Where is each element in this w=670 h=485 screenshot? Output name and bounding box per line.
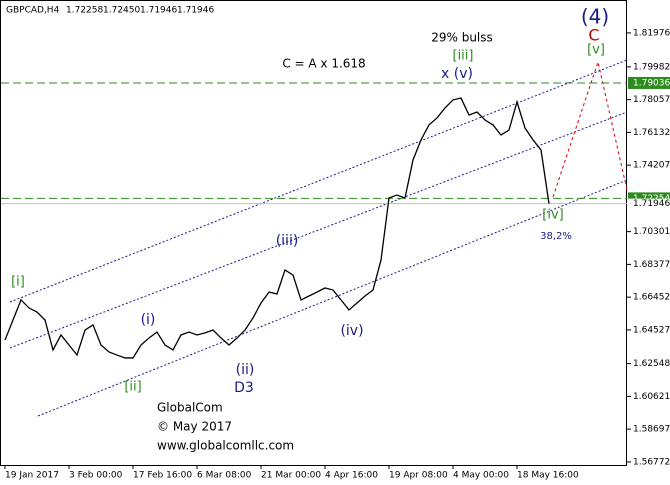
y-tick-label: 1.58697 bbox=[633, 425, 670, 435]
price-line bbox=[4, 97, 550, 359]
symbol: GBPCAD,H4 bbox=[6, 6, 60, 16]
x-tick-label: 6 Mar 08:00 bbox=[197, 471, 252, 481]
wave-label: (4) bbox=[581, 5, 609, 29]
level-badge bbox=[628, 76, 670, 89]
projection bbox=[552, 60, 628, 198]
x-tick-label: 17 Feb 16:00 bbox=[133, 471, 192, 481]
x-tick-label: 4 Apr 16:00 bbox=[325, 471, 378, 481]
ohlc: 1.72258 bbox=[66, 6, 103, 16]
wave-label: x (v) bbox=[441, 66, 473, 82]
x-tick-label: 4 May 00:00 bbox=[453, 471, 509, 481]
credit: GlobalCom bbox=[157, 401, 223, 415]
wave-label: (i) bbox=[141, 312, 156, 328]
level-label: 1.79036 bbox=[633, 78, 670, 88]
y-tick-label: 1.62548 bbox=[633, 359, 670, 369]
note: 38,2% bbox=[540, 231, 572, 242]
wave-label: (iv) bbox=[340, 323, 363, 339]
wave-label: [v] bbox=[587, 43, 605, 58]
wave-label: (iii) bbox=[276, 233, 299, 249]
note: C = A x 1.618 bbox=[282, 57, 365, 71]
last-price-label: 1.71946 bbox=[633, 199, 670, 209]
channel-line bbox=[9, 59, 628, 303]
channel-line bbox=[9, 111, 628, 349]
series-layer bbox=[1, 82, 627, 359]
x-tick-label: 19 Jan 2017 bbox=[5, 471, 59, 481]
y-tick-label: 1.78057 bbox=[633, 95, 670, 105]
credit: © May 2017 bbox=[157, 420, 232, 434]
wave-label: C bbox=[588, 26, 599, 45]
wave-label: [iii] bbox=[453, 49, 474, 64]
y-tick-label: 1.70301 bbox=[633, 227, 670, 237]
wave-label: [ii] bbox=[124, 380, 141, 395]
channel bbox=[9, 59, 628, 417]
wave-label: [i] bbox=[11, 275, 25, 290]
y-tick-label: 1.64527 bbox=[633, 325, 670, 335]
wave-label: [iv] bbox=[542, 208, 563, 223]
ohlc: 1.71946 bbox=[177, 6, 214, 16]
y-tick-label: 1.56772 bbox=[633, 457, 670, 467]
ohlc: 1.71946 bbox=[140, 6, 177, 16]
y-tick-label: 1.66452 bbox=[633, 293, 670, 303]
wave-label: D3 bbox=[234, 380, 254, 396]
wave-label: (ii) bbox=[236, 362, 255, 378]
credit: www.globalcomllc.com bbox=[157, 439, 294, 453]
y-tick-label: 1.81976 bbox=[633, 28, 670, 38]
y-tick-label: 1.74207 bbox=[633, 161, 670, 171]
y-tick-label: 1.76132 bbox=[633, 128, 670, 138]
plot-frame bbox=[0, 0, 627, 466]
channel-line bbox=[37, 179, 628, 417]
y-tick-label: 1.79982 bbox=[633, 62, 670, 72]
x-tick-label: 19 Apr 08:00 bbox=[389, 471, 448, 481]
last-price-badge bbox=[628, 198, 670, 209]
x-tick-label: 21 Mar 00:00 bbox=[261, 471, 321, 481]
ohlc: 1.72450 bbox=[103, 6, 140, 16]
y-tick-label: 1.60621 bbox=[633, 392, 670, 402]
y-tick-label: 1.68377 bbox=[633, 260, 670, 270]
x-tick-label: 18 May 16:00 bbox=[517, 471, 579, 481]
x-tick-label: 3 Feb 00:00 bbox=[69, 471, 123, 481]
note: 29% bulss bbox=[431, 31, 493, 45]
